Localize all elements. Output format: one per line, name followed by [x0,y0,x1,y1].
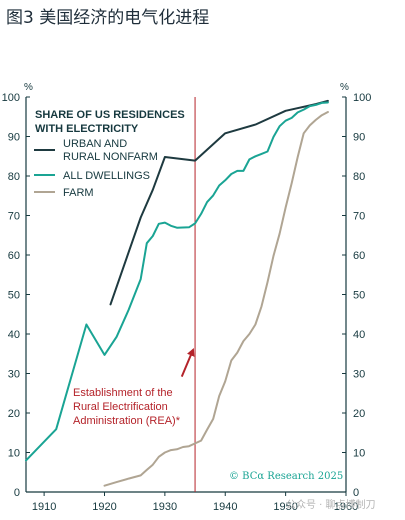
chart-title-line-2: WITH ELECTRICITY [35,123,139,135]
right-axis-unit: % [340,82,349,93]
series-line-urban [109,99,329,306]
y-tick-label-left-20: 20 [8,408,20,420]
y-tick-label-left-10: 10 [8,448,20,460]
y-tick-label-left-50: 50 [8,290,20,302]
legend-label-urban-line1: URBAN AND [63,138,127,150]
x-tick-label-1910: 1910 [32,501,56,513]
y-tick-label-right-30: 30 [353,369,365,381]
chart-title-part-2: WITH ELECTRICITY [35,123,139,135]
y-tick-label-right-60: 60 [353,250,365,262]
y-tick-label-left-100: 100 [2,92,20,104]
watermark: 公众号 · 聊点博制刀 [286,500,376,511]
y-tick-label-right-50: 50 [353,290,365,302]
series-line-all [25,101,329,462]
y-tick-label-left-90: 90 [8,132,20,144]
x-tick-label-1950: 1950 [273,501,297,513]
rea-annotation: Establishment of the Rural Electrificati… [73,347,195,427]
left-axis-unit: % [24,82,33,93]
y-tick-label-right-80: 80 [353,171,365,183]
y-tick-label-right-40: 40 [353,329,365,341]
y-tick-label-left-40: 40 [8,329,20,341]
y-tick-label-left-60: 60 [8,250,20,262]
y-tick-label-right-90: 90 [353,132,365,144]
y-tick-label-left-0: 0 [14,487,20,499]
chart-title-part-1: SHARE OF US RESIDENCES [35,109,185,121]
legend-label-farm: FARM [63,187,94,199]
rea-annotation-line-3: Administration (REA)* [73,415,181,427]
series-line-farm [103,111,329,487]
legend-label-urban-line2: RURAL NONFARM [63,151,158,163]
y-tick-label-left-70: 70 [8,211,20,223]
x-tick-label-1920: 1920 [92,501,116,513]
y-tick-label-left-80: 80 [8,171,20,183]
page-title: 图3 美国经济的电气化进程 [6,8,210,28]
rea-arrow [180,347,195,378]
rea-annotation-line-2: Rural Electrification [73,401,168,413]
y-tick-label-right-70: 70 [353,211,365,223]
y-tick-label-right-10: 10 [353,448,365,460]
y-tick-label-right-0: 0 [353,487,359,499]
x-tick-label-1940: 1940 [213,501,237,513]
y-tick-label-right-100: 100 [353,92,371,104]
chart-credit: © BCα Research 2025 [229,471,343,482]
legend: URBAN AND RURAL NONFARM ALL DWELLINGS FA… [34,138,158,199]
rea-annotation-line-1: Establishment of the [73,387,173,399]
x-tick-label-1960: 1960 [334,501,358,513]
y-tick-label-right-20: 20 [353,408,365,420]
legend-label-all: ALL DWELLINGS [63,170,150,182]
chart-title-line-1: SHARE OF US RESIDENCES [35,109,185,121]
y-tick-label-left-30: 30 [8,369,20,381]
x-tick-label-1930: 1930 [153,501,177,513]
